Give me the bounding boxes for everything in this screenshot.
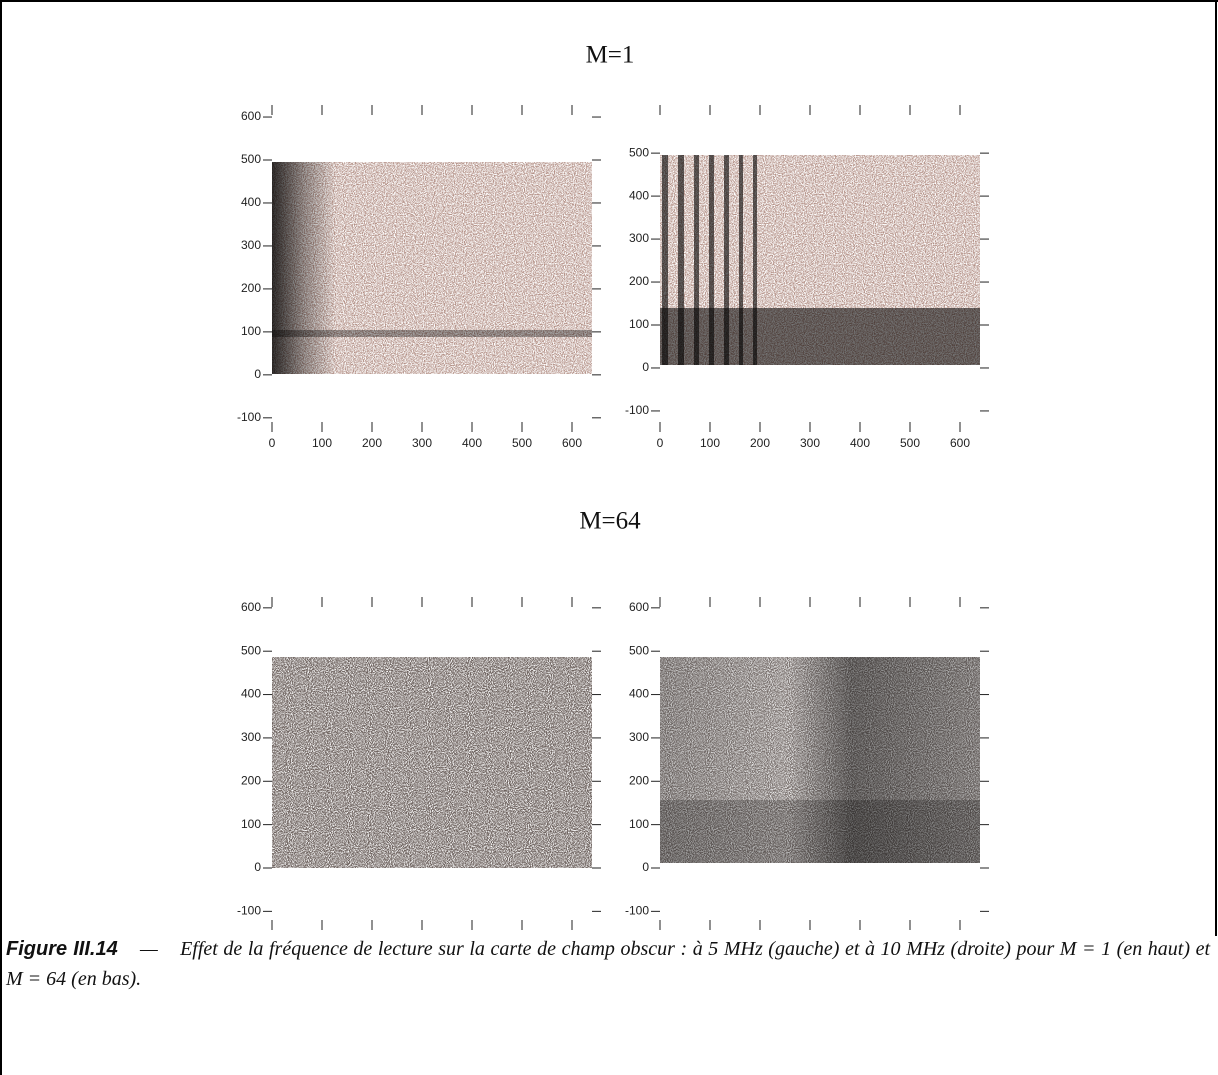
x-tick-label: 600 (950, 436, 970, 450)
y-tick-label: 600 (241, 600, 261, 614)
y-tick-label: -100 (237, 410, 261, 424)
x-tick-label: 100 (312, 436, 332, 450)
x-tick-label: 200 (362, 436, 382, 450)
x-tick-label: 0 (657, 436, 664, 450)
y-tick-label: 300 (629, 231, 649, 245)
y-tick-label: 200 (629, 274, 649, 288)
image-tl (272, 162, 592, 374)
frame-right (1215, 0, 1217, 936)
y-tick-label: 100 (629, 317, 649, 331)
y-tick-label: 0 (254, 860, 261, 874)
y-tick-label: 400 (241, 195, 261, 209)
panel-title: M=64 (579, 508, 641, 535)
x-tick-label: 500 (512, 436, 532, 450)
y-tick-label: -100 (625, 403, 649, 417)
image-bl (272, 657, 592, 868)
y-tick-label: 500 (241, 643, 261, 657)
y-tick-label: 200 (241, 281, 261, 295)
y-tick-label: 500 (629, 145, 649, 159)
y-tick-label: 600 (629, 600, 649, 614)
y-tick-label: 600 (241, 109, 261, 123)
caption-text: Effet de la fréquence de lecture sur la … (6, 938, 1211, 990)
x-tick-label: 600 (562, 436, 582, 450)
image-tr (660, 155, 980, 365)
panel-title: M=1 (586, 42, 635, 69)
x-tick-label: 400 (850, 436, 870, 450)
x-tick-label: 400 (462, 436, 482, 450)
x-tick-label: 500 (900, 436, 920, 450)
x-tick-label: 300 (412, 436, 432, 450)
figure: M=1 M=64 -100 0 100 200 300 400 500 600 0 100 200 3… (237, 42, 989, 930)
dash: — (140, 938, 158, 960)
image-br (660, 657, 980, 863)
y-tick-label: 0 (642, 860, 649, 874)
y-tick-label: 0 (642, 360, 649, 374)
y-tick-label: 400 (629, 687, 649, 701)
figure-label: Figure III.14 (6, 938, 118, 960)
x-tick-label: 0 (269, 436, 276, 450)
y-tick-label: 400 (241, 687, 261, 701)
y-tick-label: 100 (241, 324, 261, 338)
frame-top (0, 0, 1218, 2)
y-tick-label: 200 (629, 773, 649, 787)
y-tick-label: 300 (241, 238, 261, 252)
caption: Figure III.14 — Effet de la fréquence de… (6, 934, 1210, 994)
x-tick-label: 100 (700, 436, 720, 450)
frame-left (0, 0, 2, 1075)
y-tick-label: 300 (629, 730, 649, 744)
y-tick-label: -100 (625, 904, 649, 918)
y-tick-label: 200 (241, 773, 261, 787)
y-tick-label: 500 (241, 152, 261, 166)
x-tick-label: 300 (800, 436, 820, 450)
y-tick-label: 300 (241, 730, 261, 744)
y-tick-label: -100 (237, 904, 261, 918)
y-tick-label: 100 (241, 817, 261, 831)
y-tick-label: 100 (629, 817, 649, 831)
y-tick-label: 0 (254, 367, 261, 381)
y-tick-label: 500 (629, 643, 649, 657)
x-tick-label: 200 (750, 436, 770, 450)
y-tick-label: 400 (629, 188, 649, 202)
